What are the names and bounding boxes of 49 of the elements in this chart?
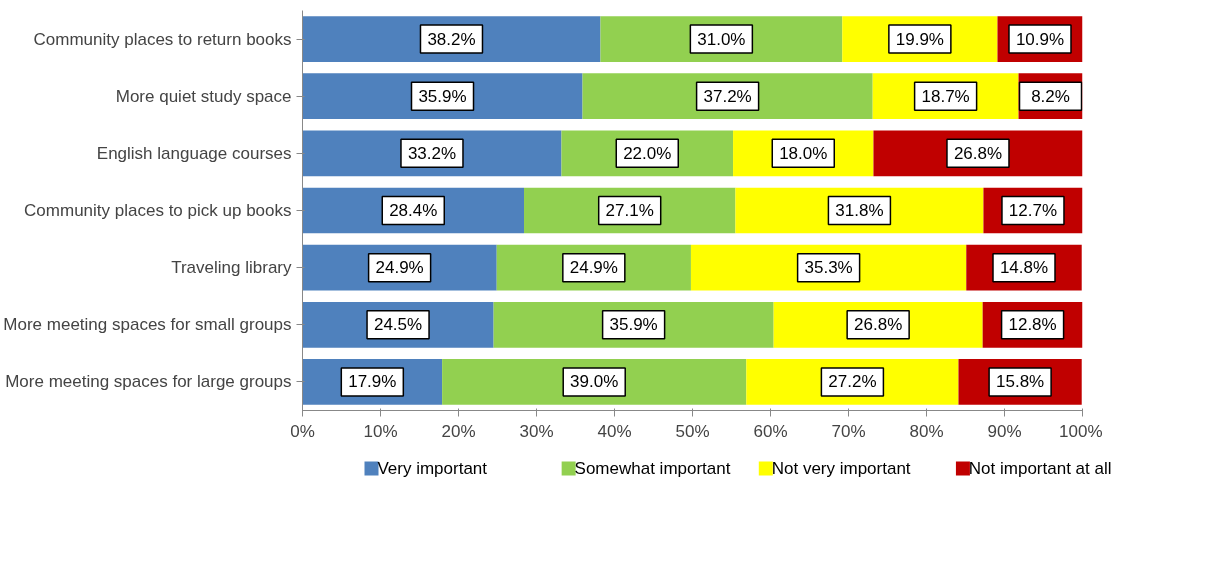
data-label: 26.8% [953, 143, 1003, 163]
data-label: 33.2% [407, 143, 457, 163]
x-tick-label: 90% [987, 421, 1022, 441]
data-label: 31.8% [835, 201, 884, 220]
y-tick-label: Community places to return books [33, 29, 292, 49]
data-label: 39.0% [570, 372, 619, 392]
legend-label: Not important at all [968, 459, 1112, 478]
data-label: 10.9% [1015, 29, 1065, 49]
x-tick-label: 70% [831, 421, 866, 441]
x-tick-label: 40% [597, 421, 632, 441]
data-label: 8.2% [1031, 86, 1070, 106]
data-label: 24.9% [375, 258, 424, 278]
x-tick-label: 10% [363, 421, 398, 441]
y-tick-label: Community places to pick up books [24, 201, 292, 220]
data-label: 12.7% [1008, 201, 1058, 220]
data-label: 15.8% [996, 372, 1045, 392]
x-tick-label: 20% [441, 421, 476, 441]
x-tick-label: 0% [290, 421, 315, 441]
data-label: 35.9% [609, 315, 658, 335]
x-tick-label: 30% [519, 421, 554, 441]
data-label: 27.1% [605, 201, 654, 220]
data-label: 18.7% [921, 86, 970, 106]
legend-label: Somewhat important [574, 459, 731, 478]
data-label: 24.5% [373, 315, 423, 335]
data-label: 19.9% [895, 29, 944, 49]
data-label: 35.9% [418, 86, 467, 106]
y-tick-label: More meeting spaces for small groups [3, 315, 292, 335]
data-label: 35.3% [804, 258, 853, 278]
data-label: 38.2% [427, 29, 476, 49]
data-label: 37.2% [703, 86, 752, 106]
x-tick-label: 100% [1059, 421, 1103, 441]
y-tick-label: More meeting spaces for large groups [5, 372, 292, 392]
data-label: 27.2% [828, 372, 877, 392]
data-label: 24.9% [569, 258, 618, 278]
y-tick-label: Traveling library [171, 258, 292, 278]
data-label: 22.0% [623, 143, 672, 163]
data-label: 14.8% [999, 258, 1049, 278]
y-tick-label: English language courses [96, 143, 292, 163]
data-label: 31.0% [697, 29, 746, 49]
data-label: 17.9% [348, 372, 397, 392]
x-tick-label: 60% [753, 421, 788, 441]
y-tick-label: More quiet study space [115, 86, 292, 106]
data-label: 28.4% [389, 201, 438, 220]
data-label: 12.8% [1008, 315, 1057, 335]
x-tick-label: 50% [675, 421, 710, 441]
data-label: 26.8% [854, 315, 903, 335]
legend-label: Not very important [771, 459, 911, 478]
x-tick-label: 80% [909, 421, 944, 441]
data-label: 18.0% [779, 143, 828, 163]
